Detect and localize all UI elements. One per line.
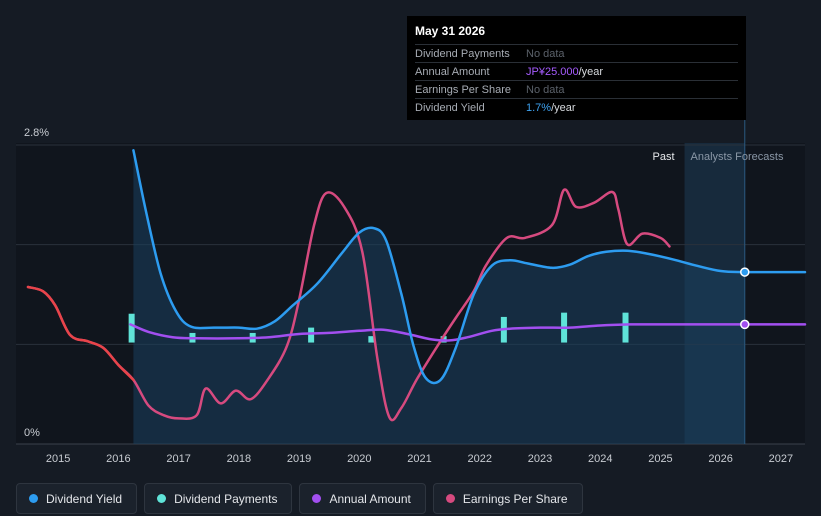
legend-label: Earnings Per Share xyxy=(462,491,568,506)
earnings-per-share-negative-trend-line xyxy=(26,285,135,382)
tooltip-row-annual-amount: Annual Amount JP¥25.000/year xyxy=(415,62,738,80)
dividend-yield-line xyxy=(132,149,807,385)
legend-annual-amount[interactable]: Annual Amount xyxy=(299,483,426,514)
series-lines xyxy=(26,149,807,422)
tooltip-row-earnings-per-share: Earnings Per Share No data xyxy=(415,80,738,98)
x-tick-label: 2024 xyxy=(588,453,612,465)
x-tick-label: 2025 xyxy=(648,453,672,465)
legend-dividend-yield[interactable]: Dividend Yield xyxy=(16,483,138,514)
tooltip-date: May 31 2026 xyxy=(415,24,486,38)
legend-dot-icon xyxy=(29,494,38,503)
x-tick-label: 2017 xyxy=(166,453,190,465)
legend-label: Dividend Payments xyxy=(174,491,278,506)
dividend-payment-bar xyxy=(622,312,629,343)
tooltip-value: No data xyxy=(526,47,565,60)
legend-label: Dividend Yield xyxy=(46,491,123,506)
x-tick-label: 2026 xyxy=(708,453,732,465)
tooltip-label: Earnings Per Share xyxy=(415,83,511,96)
tooltip-value: No data xyxy=(526,83,565,96)
dividend-chart: 2015 2016 2017 2018 2019 2020 2021 2022 2023 2024… xyxy=(16,120,807,465)
tooltip-label: Dividend Yield xyxy=(415,101,485,114)
tooltip: May 31 2026 Dividend Payments No data An… xyxy=(407,16,746,120)
x-tick-label: 2023 xyxy=(528,453,552,465)
tooltip-label: Annual Amount xyxy=(415,65,490,78)
tooltip-unit: /year xyxy=(551,101,576,114)
x-axis-ticks: 2015 2016 2017 2018 2019 2020 2021 2022 2023 2024… xyxy=(46,453,793,465)
x-tick-label: 2018 xyxy=(227,453,251,465)
tooltip-label: Dividend Payments xyxy=(415,47,510,60)
forecast-label: Analysts Forecasts xyxy=(691,151,784,163)
legend-dot-icon xyxy=(157,494,167,503)
x-tick-label: 2027 xyxy=(769,453,793,465)
dividend-payment-bar xyxy=(308,327,315,343)
x-tick-label: 2021 xyxy=(407,453,431,465)
dividend-yield-marker xyxy=(740,267,750,277)
legend-label: Annual Amount xyxy=(329,491,411,506)
dividend-payment-bar xyxy=(368,336,375,343)
y-tick-bottom: 0% xyxy=(24,427,40,439)
annual-amount-marker xyxy=(740,319,750,330)
tooltip-value: 1.7% xyxy=(526,101,552,114)
cursor-markers xyxy=(740,267,750,330)
tooltip-row-dividend-yield: Dividend Yield 1.7%/year xyxy=(415,98,738,116)
y-tick-top: 2.8% xyxy=(24,127,49,139)
tooltip-unit: /year xyxy=(578,65,604,78)
x-tick-label: 2019 xyxy=(287,453,311,465)
legend-dividend-payments[interactable]: Dividend Payments xyxy=(144,483,293,514)
x-tick-label: 2016 xyxy=(106,453,130,465)
past-label: Past xyxy=(653,151,675,163)
dividend-payment-bar xyxy=(128,313,135,343)
x-tick-label: 2015 xyxy=(46,453,70,465)
tooltip-value: JP¥25.000 xyxy=(526,65,579,78)
legend-earnings-per-share[interactable]: Earnings Per Share xyxy=(432,483,583,514)
x-tick-label: 2022 xyxy=(468,453,492,465)
annual-amount-line xyxy=(129,323,807,342)
legend-dot-icon xyxy=(312,494,322,503)
x-tick-label: 2020 xyxy=(347,453,371,465)
tooltip-row-dividend-payments: Dividend Payments No data xyxy=(415,44,738,62)
legend-dot-icon xyxy=(445,494,455,503)
dividend-yield-area xyxy=(133,150,745,445)
legend: Dividend Yield Dividend Payments Annual … xyxy=(16,483,583,514)
